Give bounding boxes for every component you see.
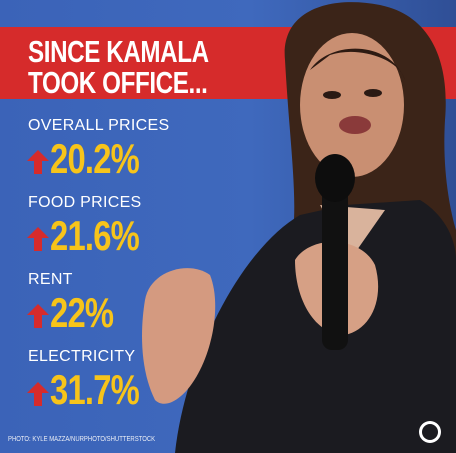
jacket	[175, 200, 456, 453]
logo-mark	[422, 424, 438, 440]
stat-value: 20.2%	[50, 135, 140, 182]
hand	[142, 268, 216, 404]
mouth	[339, 116, 371, 134]
stat-value: 22%	[50, 289, 114, 336]
header-line: TOOK OFFICE...	[28, 65, 208, 100]
face	[300, 33, 404, 177]
eye	[323, 91, 341, 99]
up-arrow	[27, 150, 49, 174]
stat-label: OVERALL PRICES	[28, 117, 170, 134]
stat-label: ELECTRICITY	[28, 348, 136, 365]
stat-label: FOOD PRICES	[28, 194, 142, 211]
stat-label: RENT	[28, 271, 73, 288]
stat-value: 31.7%	[50, 366, 140, 413]
up-arrow	[27, 227, 49, 251]
up-arrow	[27, 304, 49, 328]
photo-credit: PHOTO: KYLE MAZZA/NURPHOTO/SHUTTERSTOCK	[8, 436, 156, 443]
microphone-head	[315, 154, 355, 202]
hairline	[310, 48, 405, 80]
eye	[364, 89, 382, 97]
microphone	[322, 170, 348, 350]
up-arrow	[27, 382, 49, 406]
stat-value: 21.6%	[50, 212, 140, 259]
header-line: SINCE KAMALA	[28, 34, 209, 69]
